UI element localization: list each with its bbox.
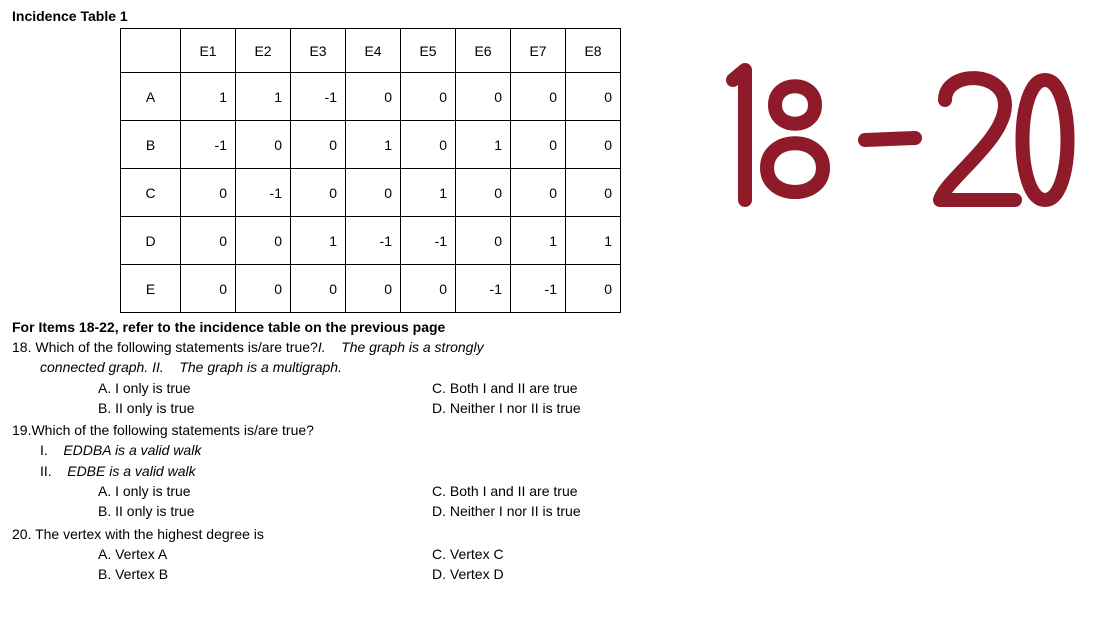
question-19: 19.Which of the following statements is/… (12, 420, 1083, 521)
q19-stmt2: EDBE is a valid walk (67, 463, 195, 479)
handwritten-annotation (705, 50, 1075, 230)
cell: 0 (566, 169, 621, 217)
col-header: E2 (236, 29, 291, 73)
row-header: D (121, 217, 181, 265)
cell: 0 (566, 265, 621, 313)
cell: -1 (456, 265, 511, 313)
q18-choice-c: C. Both I and II are true (432, 378, 578, 398)
q19-choice-a: A. I only is true (12, 481, 432, 501)
cell: 1 (566, 217, 621, 265)
cell: 0 (456, 169, 511, 217)
q19-choice-b: B. II only is true (12, 501, 432, 521)
cell: 0 (236, 217, 291, 265)
cell: 0 (456, 73, 511, 121)
cell: 0 (346, 169, 401, 217)
q18-roman2: II. (152, 359, 164, 375)
col-header: E4 (346, 29, 401, 73)
cell: 0 (401, 121, 456, 169)
cell: 0 (346, 265, 401, 313)
q18-stem: 18. Which of the following statements is… (12, 339, 318, 355)
q19-choice-c: C. Both I and II are true (432, 481, 578, 501)
col-header: E3 (291, 29, 346, 73)
q19-stmt1: EDDBA is a valid walk (63, 442, 201, 458)
q18-stmt2: The graph is a multigraph. (179, 359, 342, 375)
table-row: E 0 0 0 0 0 -1 -1 0 (121, 265, 621, 313)
cell: 0 (181, 217, 236, 265)
q18-roman1: I. (318, 339, 326, 355)
q20-choice-b: B. Vertex B (12, 564, 432, 584)
col-header: E1 (181, 29, 236, 73)
cell: 0 (181, 169, 236, 217)
q19-roman2: II. (40, 463, 52, 479)
row-header: B (121, 121, 181, 169)
q19-choice-d: D. Neither I nor II is true (432, 501, 581, 521)
cell: -1 (346, 217, 401, 265)
q19-stem: 19.Which of the following statements is/… (12, 420, 1083, 440)
table-corner (121, 29, 181, 73)
cell: 0 (511, 169, 566, 217)
cell: 0 (291, 121, 346, 169)
cell: 0 (346, 73, 401, 121)
q19-roman1: I. (40, 442, 48, 458)
q18-stmt1b: connected graph. (40, 359, 148, 375)
handwriting-svg (705, 50, 1075, 230)
cell: 0 (291, 265, 346, 313)
q20-choice-c: C. Vertex C (432, 544, 504, 564)
cell: 0 (511, 121, 566, 169)
cell: 0 (456, 217, 511, 265)
cell: 0 (401, 73, 456, 121)
cell: 1 (401, 169, 456, 217)
cell: 0 (401, 265, 456, 313)
col-header: E8 (566, 29, 621, 73)
cell: -1 (291, 73, 346, 121)
question-18: 18. Which of the following statements is… (12, 337, 1083, 418)
table-row: B -1 0 0 1 0 1 0 0 (121, 121, 621, 169)
table-header-row: E1 E2 E3 E4 E5 E6 E7 E8 (121, 29, 621, 73)
cell: 1 (511, 217, 566, 265)
instructions: For Items 18-22, refer to the incidence … (12, 319, 1083, 335)
cell: -1 (401, 217, 456, 265)
table-row: C 0 -1 0 0 1 0 0 0 (121, 169, 621, 217)
q18-choice-a: A. I only is true (12, 378, 432, 398)
cell: -1 (236, 169, 291, 217)
cell: 0 (566, 73, 621, 121)
cell: -1 (181, 121, 236, 169)
table-row: D 0 0 1 -1 -1 0 1 1 (121, 217, 621, 265)
page-title: Incidence Table 1 (12, 8, 1083, 24)
table-row: A 1 1 -1 0 0 0 0 0 (121, 73, 621, 121)
cell: 0 (291, 169, 346, 217)
col-header: E7 (511, 29, 566, 73)
incidence-table: E1 E2 E3 E4 E5 E6 E7 E8 A 1 1 -1 0 0 0 0… (120, 28, 621, 313)
q18-choice-d: D. Neither I nor II is true (432, 398, 581, 418)
row-header: A (121, 73, 181, 121)
cell: 1 (236, 73, 291, 121)
q20-stem: 20. The vertex with the highest degree i… (12, 524, 1083, 544)
cell: 1 (181, 73, 236, 121)
cell: 0 (236, 265, 291, 313)
row-header: E (121, 265, 181, 313)
col-header: E5 (401, 29, 456, 73)
q18-stmt1: The graph is a strongly (341, 339, 483, 355)
col-header: E6 (456, 29, 511, 73)
cell: -1 (511, 265, 566, 313)
q20-choice-d: D. Vertex D (432, 564, 504, 584)
cell: 0 (511, 73, 566, 121)
cell: 1 (456, 121, 511, 169)
q20-choice-a: A. Vertex A (12, 544, 432, 564)
cell: 1 (291, 217, 346, 265)
row-header: C (121, 169, 181, 217)
cell: 0 (566, 121, 621, 169)
cell: 0 (236, 121, 291, 169)
cell: 1 (346, 121, 401, 169)
question-20: 20. The vertex with the highest degree i… (12, 524, 1083, 585)
cell: 0 (181, 265, 236, 313)
q18-choice-b: B. II only is true (12, 398, 432, 418)
